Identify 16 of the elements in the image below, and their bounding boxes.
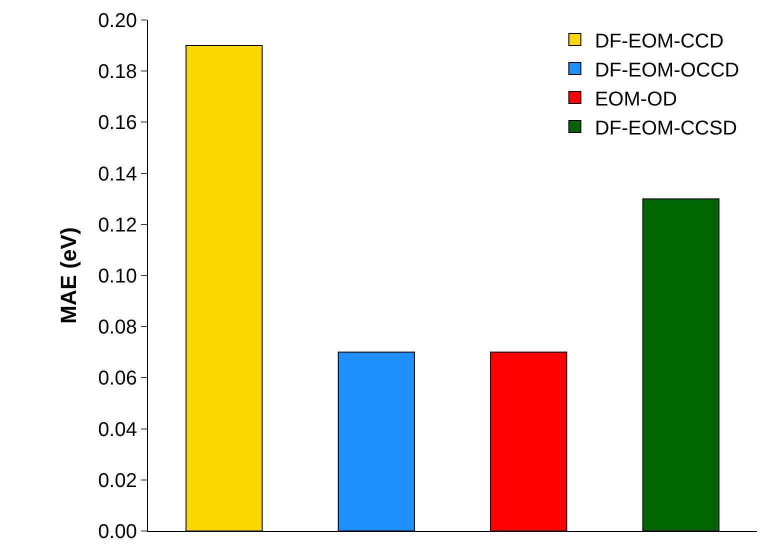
legend-label: DF-EOM-OCCD <box>594 59 740 82</box>
legend-label: DF-EOM-CCD <box>594 30 724 52</box>
y-tick-label: 0.00 <box>98 521 137 543</box>
y-tick-label: 0.12 <box>98 214 137 236</box>
y-tick-label: 0.04 <box>98 418 137 441</box>
legend-label: EOM-OD <box>594 88 678 110</box>
y-tick-label: 0.10 <box>98 266 137 288</box>
y-tick-label: 0.14 <box>98 163 137 186</box>
y-tick-label: 0.08 <box>98 316 137 339</box>
y-tick-label: 0.16 <box>98 112 137 134</box>
y-tick-label: 0.06 <box>98 368 137 390</box>
y-tick-label: 0.02 <box>98 470 137 492</box>
legend-label: DF-EOM-CCSD <box>594 117 738 140</box>
y-tick-label: 0.20 <box>98 10 137 32</box>
y-axis-title: MAE (eV) <box>56 227 81 324</box>
y-tick-label: 0.18 <box>98 61 137 84</box>
